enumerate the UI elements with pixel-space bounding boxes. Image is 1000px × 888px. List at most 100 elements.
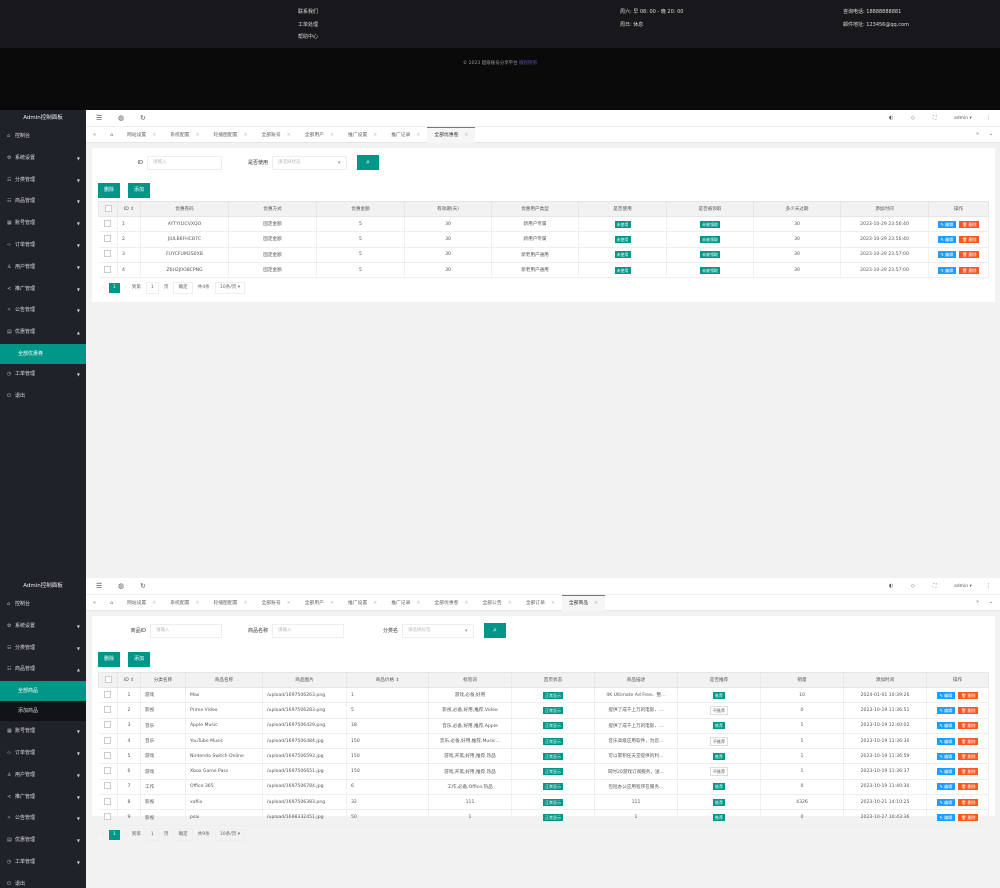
home-tab-icon[interactable]: ⌂ [109, 133, 113, 138]
tab-close-icon[interactable]: × [286, 601, 291, 606]
row-checkbox[interactable] [104, 813, 112, 821]
sidebar-item[interactable]: ≺ 推广管理 ▼ [0, 787, 86, 809]
sidebar-item[interactable]: ▦ 账号管理 ▼ [0, 721, 86, 743]
row-checkbox-cell[interactable] [98, 231, 118, 248]
row-checkbox-cell[interactable] [98, 247, 118, 263]
delete-row-button[interactable]: 🗑 删除 [959, 251, 980, 259]
delete-row-button[interactable]: 🗑 删除 [959, 220, 980, 228]
tag-icon[interactable]: ◇ [911, 115, 915, 121]
tab-item[interactable]: 全部优惠卷 × [427, 596, 475, 612]
edit-button[interactable]: ✎ 编辑 [936, 737, 956, 745]
row-checkbox[interactable] [104, 705, 112, 713]
theme-icon[interactable]: ◐ [889, 583, 894, 589]
sidebar-item[interactable]: ‹› 订单管理 ▼ [0, 235, 86, 257]
tab-item[interactable]: 系统配置 × [163, 596, 206, 612]
delete-row-button[interactable]: 🗑 删除 [958, 798, 979, 806]
row-checkbox[interactable] [104, 797, 112, 805]
row-checkbox[interactable] [104, 721, 112, 729]
footer-link[interactable]: 联系我们 [298, 9, 319, 15]
delete-button[interactable]: 删除 [98, 652, 121, 667]
sidebar-item[interactable]: ☷ 分类管理 ▼ [0, 638, 86, 660]
prev-page-icon[interactable]: ‹ [102, 832, 104, 837]
tab-scroll-left-icon[interactable]: « [93, 601, 96, 606]
tab-close-icon[interactable]: × [550, 601, 555, 606]
edit-button[interactable]: ✎ 编辑 [936, 706, 956, 714]
row-checkbox[interactable] [104, 767, 112, 775]
tab-close-icon[interactable]: × [243, 133, 248, 138]
row-checkbox-cell[interactable] [98, 733, 118, 750]
sidebar-item[interactable]: ☷ 商品管理 ▲ [0, 659, 86, 681]
tab-close-icon[interactable]: × [373, 133, 378, 138]
tab-item[interactable]: 轮播图配置 × [206, 596, 254, 612]
tab-item[interactable]: 全部用户 × [298, 596, 341, 612]
row-checkbox-cell[interactable] [98, 763, 118, 780]
sidebar-item[interactable]: ♙ 用户管理 ▼ [0, 765, 86, 787]
add-button[interactable]: 添加 [128, 183, 151, 198]
edit-button[interactable]: ✎ 编辑 [936, 752, 956, 760]
search-input[interactable]: 请输入 [272, 624, 344, 638]
add-button[interactable]: 添加 [128, 652, 151, 667]
tab-close-icon[interactable]: × [152, 601, 157, 606]
theme-icon[interactable]: ◐ [889, 115, 894, 121]
checkbox[interactable] [104, 204, 112, 212]
tab-item[interactable]: 全部用户 × [298, 128, 341, 144]
user-menu[interactable]: admin ▾ [954, 578, 972, 595]
sidebar-subitem[interactable]: 添加商品 [0, 701, 86, 722]
tab-item[interactable]: 全部公告 × [475, 596, 518, 612]
page-jump-input[interactable]: 1 [145, 829, 159, 841]
search-button[interactable]: ⌕ [484, 623, 506, 638]
sidebar-item[interactable]: ◷ 工单管理 ▼ [0, 852, 86, 874]
delete-row-button[interactable]: 🗑 删除 [958, 783, 979, 791]
fullscreen-icon[interactable]: ⛶ [933, 115, 937, 121]
column-header[interactable]: ID ⇕ [117, 672, 141, 688]
search-select[interactable]: 请选择标签 [402, 624, 474, 638]
search-input[interactable]: 请输入 [150, 624, 222, 638]
edit-button[interactable]: ✎ 编辑 [936, 768, 956, 776]
sidebar-item[interactable]: ▤ 优惠管理 ▲ [0, 322, 86, 344]
delete-row-button[interactable]: 🗑 删除 [958, 768, 979, 776]
tab-scroll-right-icon[interactable]: » [976, 600, 979, 605]
row-checkbox[interactable] [104, 690, 112, 698]
confirm-page-button[interactable]: 确定 [173, 829, 193, 841]
delete-row-button[interactable]: 🗑 删除 [958, 814, 979, 822]
copyright-link[interactable]: 版权所有 [519, 61, 538, 66]
menu-toggle-icon[interactable]: ☰ [96, 582, 103, 590]
delete-row-button[interactable]: 🗑 删除 [958, 737, 979, 745]
footer-link[interactable]: 工单处理 [298, 21, 319, 28]
tab-scroll-right-icon[interactable]: » [976, 132, 979, 137]
delete-row-button[interactable]: 🗑 删除 [958, 722, 979, 730]
select-all-checkbox[interactable] [98, 672, 118, 688]
tab-item[interactable]: 全部商品 × [561, 595, 606, 611]
row-checkbox[interactable] [104, 265, 112, 273]
row-checkbox-cell[interactable] [98, 687, 118, 704]
tab-item[interactable]: 全部优惠卷 × [427, 127, 476, 143]
sidebar-item[interactable]: ▤ 优惠管理 ▼ [0, 830, 86, 852]
row-checkbox-cell[interactable] [98, 809, 118, 826]
tab-close-icon[interactable]: × [329, 133, 334, 138]
fullscreen-icon[interactable]: ⛶ [933, 583, 937, 589]
tab-menu-icon[interactable]: ⌄ [988, 132, 993, 137]
tab-close-icon[interactable]: × [507, 601, 512, 606]
tag-icon[interactable]: ◇ [911, 583, 915, 589]
edit-button[interactable]: ✎ 编辑 [936, 722, 956, 730]
row-checkbox[interactable] [104, 736, 112, 744]
delete-row-button[interactable]: 🗑 删除 [959, 266, 980, 274]
tab-close-icon[interactable]: × [464, 133, 469, 138]
edit-button[interactable]: ✎ 编辑 [936, 798, 956, 806]
column-header[interactable]: ID ⇕ [117, 201, 141, 217]
tab-menu-icon[interactable]: ⌄ [988, 600, 993, 605]
footer-link[interactable]: 帮助中心 [298, 34, 319, 41]
search-button[interactable]: ⌕ [357, 155, 379, 170]
edit-button[interactable]: ✎ 编辑 [937, 266, 957, 274]
row-checkbox[interactable] [104, 219, 112, 227]
sidebar-subitem[interactable]: 全部优惠券 [0, 343, 86, 364]
sidebar-item[interactable]: ▦ 账号管理 ▼ [0, 213, 86, 235]
edit-button[interactable]: ✎ 编辑 [936, 814, 956, 822]
search-input[interactable]: 请输入 [147, 156, 222, 170]
delete-row-button[interactable]: 🗑 删除 [958, 706, 979, 714]
delete-row-button[interactable]: 🗑 删除 [958, 691, 979, 699]
tab-close-icon[interactable]: × [373, 601, 378, 606]
globe-icon[interactable]: ◍ [118, 582, 125, 590]
prev-page-icon[interactable]: ‹ [102, 285, 104, 290]
tab-close-icon[interactable]: × [195, 133, 200, 138]
